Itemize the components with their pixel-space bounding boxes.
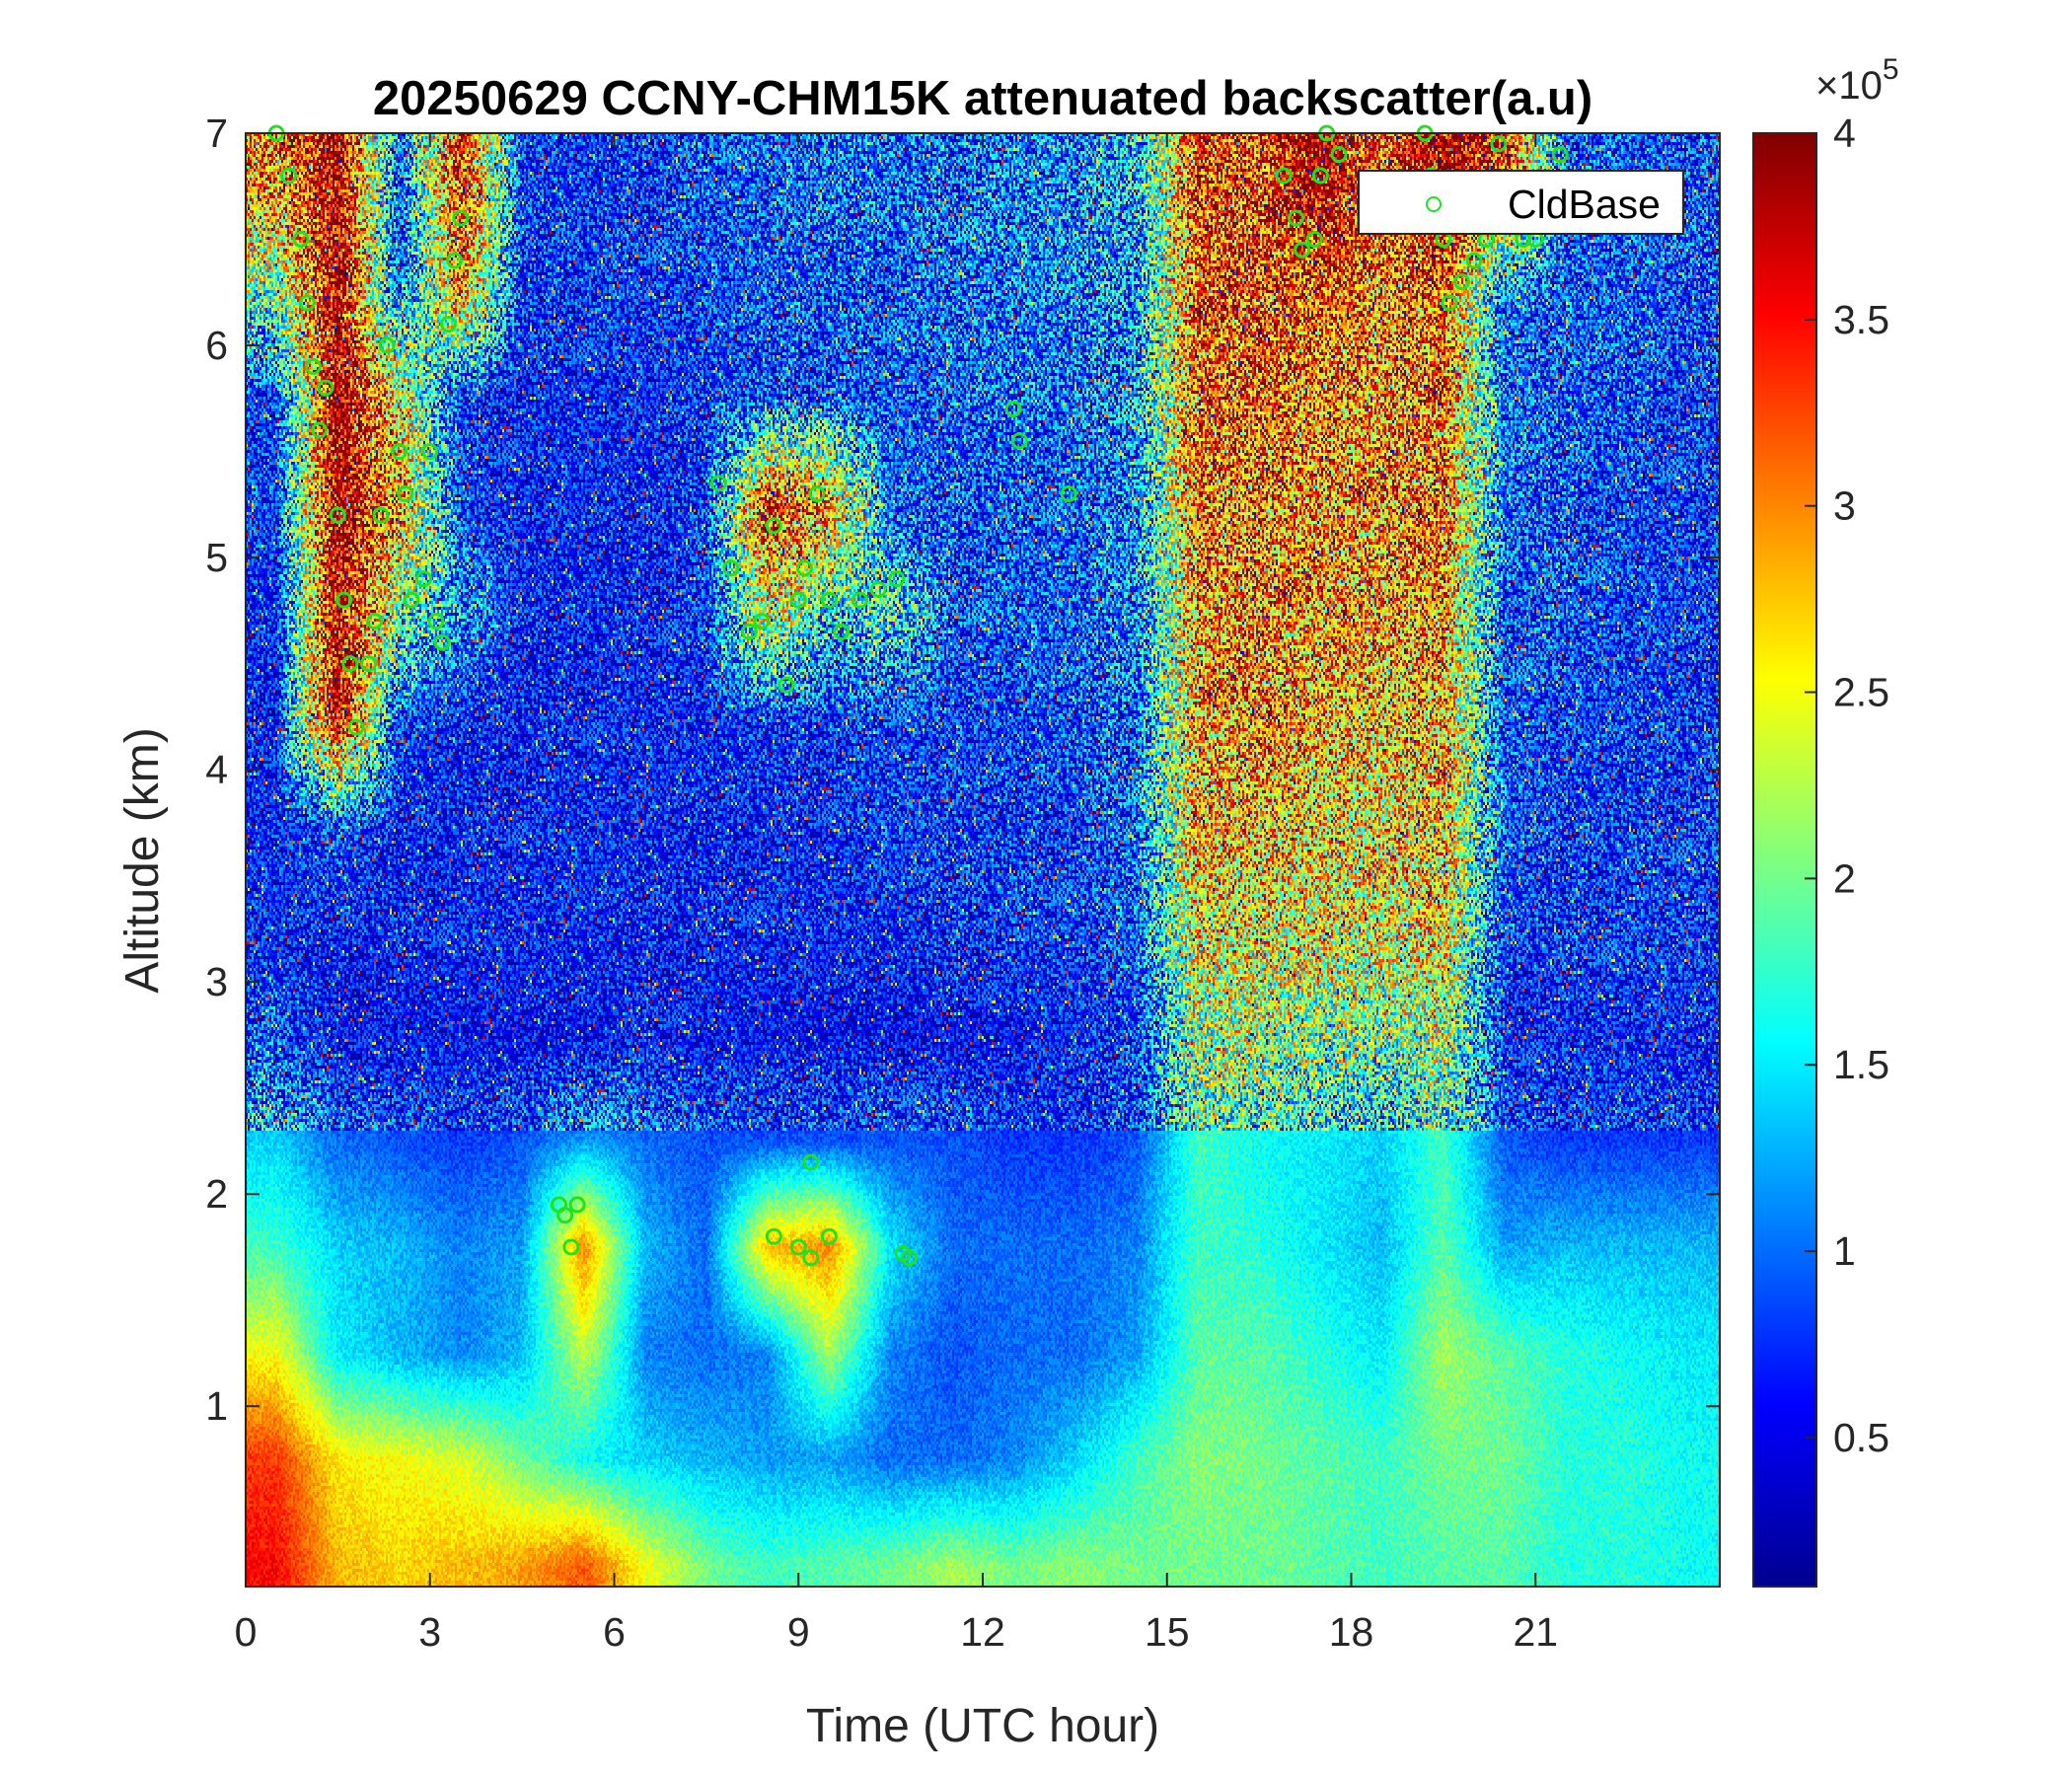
colorbar-tick-label: 0.5 <box>1833 1415 1889 1460</box>
cldbase-point <box>869 580 887 598</box>
cldbase-point <box>391 443 408 461</box>
cldbase-point <box>341 655 359 673</box>
cldbase-point <box>427 613 445 630</box>
cldbase-point <box>820 1227 838 1245</box>
cldbase-point <box>802 1249 820 1267</box>
cldbase-point <box>789 1238 807 1256</box>
colorbar-ticks: 0.5 1 1.5 2 2.5 3 3.5 4 <box>1805 111 1889 1460</box>
cldbase-point <box>795 559 813 577</box>
cldbase-point <box>777 676 795 694</box>
legend-entry: CldBase <box>1508 182 1661 227</box>
cldbase-point <box>397 485 414 503</box>
cldbase-point <box>556 1207 574 1224</box>
colorbar-multiplier: ×105 <box>1815 53 1899 108</box>
y-axis-label: Altitude (km) <box>116 727 169 993</box>
cldbase-point <box>452 209 470 227</box>
y-tick-label: 3 <box>205 959 228 1004</box>
cldbase-point <box>298 294 316 312</box>
cldbase-point <box>765 1227 782 1245</box>
cldbase-point <box>292 231 310 249</box>
cldbase-point <box>888 570 906 588</box>
cldbase-point <box>360 655 377 673</box>
x-axis: 0 3 6 9 12 15 18 21 <box>235 133 1558 1655</box>
y-tick-label: 6 <box>205 323 228 368</box>
cldbase-point <box>1441 294 1458 312</box>
colorbar-tick-label: 1.5 <box>1833 1042 1889 1087</box>
cldbase-point <box>1275 167 1293 185</box>
cldbase-point <box>765 517 782 535</box>
cldbase-point <box>808 485 826 503</box>
cldbase-point <box>1060 485 1077 503</box>
cldbase-point <box>789 591 807 609</box>
legend: CldBase <box>1358 170 1684 235</box>
x-tick-label: 15 <box>1145 1609 1190 1655</box>
cldbase-point <box>833 623 851 640</box>
x-tick-label: 6 <box>603 1609 626 1655</box>
cldbase-point <box>1453 273 1471 291</box>
cldbase-points <box>267 124 1569 1267</box>
chart-title: 20250629 CCNY-CHM15K attenuated backscat… <box>372 72 1593 125</box>
backscatter-texture <box>246 133 1720 1587</box>
cldbase-point <box>562 1238 580 1256</box>
x-tick-label: 0 <box>235 1609 258 1655</box>
colorbar-tick-label: 4 <box>1833 111 1856 156</box>
x-tick-label: 3 <box>418 1609 441 1655</box>
cldbase-point <box>366 613 384 630</box>
x-tick-label: 21 <box>1513 1609 1558 1655</box>
x-axis-label: Time (UTC hour) <box>806 1700 1159 1752</box>
y-tick-label: 5 <box>205 535 228 580</box>
y-tick-label: 1 <box>205 1383 228 1429</box>
cldbase-point <box>1287 209 1304 227</box>
cldbase-point <box>372 506 390 524</box>
cldbase-point <box>722 559 740 577</box>
cldbase-point <box>1305 231 1323 249</box>
cldbase-point <box>311 421 329 439</box>
cldbase-point <box>753 613 771 630</box>
cldbase-point <box>347 718 365 736</box>
cldbase-point <box>415 570 433 588</box>
cldbase-point <box>1294 241 1311 259</box>
cldbase-point <box>1465 252 1483 269</box>
y-axis: 1 2 3 4 5 6 7 <box>205 111 1720 1429</box>
colorbar-tick-label: 2.5 <box>1833 670 1889 715</box>
colorbar-tick-label: 3.5 <box>1833 297 1889 342</box>
y-tick-label: 7 <box>205 111 228 156</box>
cldbase-point <box>1010 432 1028 450</box>
cldbase-point <box>820 591 838 609</box>
cldbase-point <box>304 358 322 376</box>
cldbase-point <box>433 633 451 651</box>
cldbase-point <box>403 591 420 609</box>
cldbase-point <box>439 316 457 333</box>
colorbar <box>1752 132 1817 1588</box>
colorbar-tick-label: 2 <box>1833 855 1856 901</box>
y-tick-label: 2 <box>205 1171 228 1217</box>
cldbase-point <box>1330 146 1348 164</box>
cldbase-point <box>280 167 298 185</box>
cldbase-point <box>740 623 758 640</box>
cldbase-point <box>1490 135 1508 153</box>
cldbase-point <box>802 1153 820 1171</box>
legend-marker-circle-icon <box>1426 196 1442 212</box>
x-tick-label: 18 <box>1329 1609 1374 1655</box>
cldbase-point <box>709 475 727 492</box>
cldbase-point <box>421 443 439 461</box>
colorbar-tick-label: 3 <box>1833 483 1856 529</box>
cldbase-point <box>1311 167 1329 185</box>
cldbase-point <box>335 591 353 609</box>
cldbase-point <box>568 1196 586 1214</box>
cldbase-point <box>446 252 464 269</box>
cldbase-point <box>378 336 396 354</box>
cldbase-point <box>1551 146 1569 164</box>
colorbar-tick-label: 1 <box>1833 1228 1856 1274</box>
x-tick-label: 12 <box>960 1609 1005 1655</box>
x-tick-label: 9 <box>787 1609 810 1655</box>
cldbase-point <box>900 1249 918 1267</box>
cldbase-point <box>851 591 868 609</box>
cldbase-point <box>329 506 346 524</box>
cldbase-point <box>1004 401 1022 418</box>
y-tick-label: 4 <box>205 747 228 792</box>
cldbase-point <box>317 379 334 397</box>
plot-frame <box>245 132 1721 1588</box>
